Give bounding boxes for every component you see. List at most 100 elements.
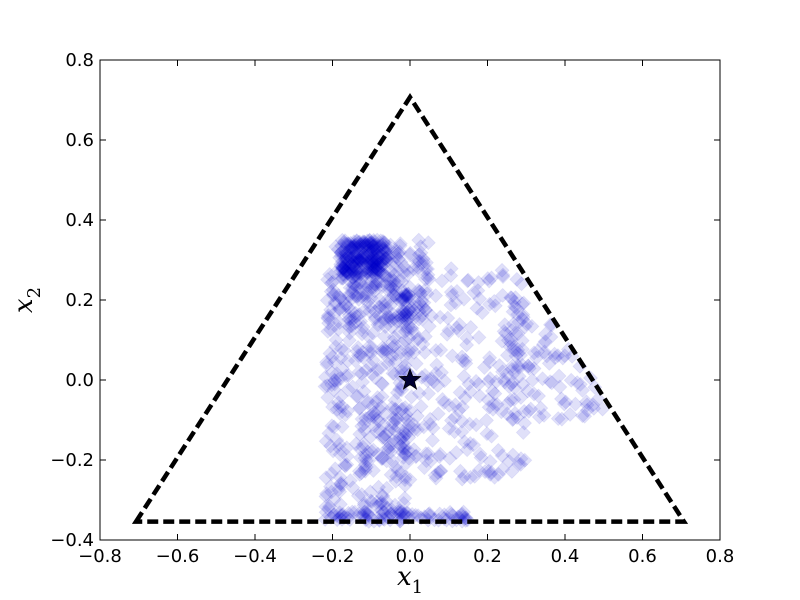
- scatter-point: [327, 265, 343, 281]
- scatter-point: [459, 330, 475, 346]
- scatter-point: [413, 398, 429, 415]
- scatter-point: [344, 256, 360, 272]
- scatter-point: [363, 234, 379, 251]
- scatter-point: [339, 265, 355, 281]
- scatter-point: [371, 264, 388, 280]
- scatter-point: [585, 397, 601, 413]
- scatter-point: [357, 250, 373, 266]
- scatter-point: [535, 371, 551, 387]
- scatter-point: [473, 450, 489, 466]
- scatter-point: [351, 237, 368, 253]
- x-tick-labels: −0.8 −0.6 −0.4 −0.2 0.0 0.2 0.4 0.6 0.8: [78, 546, 734, 567]
- scatter-point: [346, 243, 362, 259]
- scatter-point: [362, 232, 378, 248]
- scatter-point: [417, 282, 433, 298]
- scatter-point: [317, 378, 333, 395]
- scatter-point: [360, 328, 376, 344]
- y-axis-label-main: x: [9, 298, 39, 313]
- scatter-point: [388, 249, 405, 265]
- scatter-point: [388, 402, 404, 418]
- scatter-point: [389, 411, 406, 427]
- scatter-point: [401, 342, 417, 359]
- scatter-point: [402, 472, 418, 488]
- scatter-point: [394, 335, 410, 352]
- scatter-point: [392, 244, 408, 260]
- scatter-point: [351, 234, 367, 250]
- scatter-point: [394, 291, 410, 308]
- scatter-point: [417, 271, 434, 287]
- scatter-point: [370, 273, 386, 290]
- scatter-point: [353, 265, 369, 281]
- scatter-point: [349, 254, 365, 271]
- scatter-point: [393, 504, 409, 520]
- scatter-point: [481, 273, 497, 289]
- scatter-point: [337, 407, 354, 423]
- scatter-point: [361, 235, 377, 251]
- scatter-point: [330, 372, 346, 388]
- scatter-point: [377, 235, 393, 251]
- scatter-point: [347, 315, 363, 331]
- scatter-point: [341, 257, 357, 273]
- scatter-point: [395, 430, 411, 446]
- scatter-point: [357, 457, 373, 473]
- scatter-point: [353, 347, 369, 363]
- scatter-point: [404, 320, 420, 337]
- scatter-point: [374, 340, 391, 356]
- scatter-point: [421, 271, 437, 287]
- scatter-point: [401, 294, 417, 310]
- scatter-point: [394, 274, 410, 290]
- scatter-point: [353, 266, 369, 282]
- scatter-point: [334, 419, 350, 435]
- scatter-point: [398, 350, 414, 367]
- scatter-point: [433, 364, 450, 381]
- scatter-point: [509, 410, 525, 426]
- scatter-point: [344, 242, 360, 258]
- scatter-point: [360, 254, 377, 270]
- scatter-point: [332, 446, 348, 463]
- scatter-point: [359, 504, 375, 520]
- scatter-point: [368, 394, 384, 410]
- scatter-point: [411, 247, 427, 263]
- scatter-point: [353, 321, 370, 337]
- scatter-point: [494, 262, 510, 278]
- scatter-point: [369, 498, 385, 515]
- scatter-point: [366, 238, 382, 254]
- scatter-point: [368, 242, 384, 258]
- scatter-point: [344, 256, 360, 272]
- scatter-point: [318, 354, 335, 370]
- scatter-point: [366, 255, 382, 271]
- scatter-point: [368, 267, 384, 283]
- scatter-point: [491, 357, 508, 374]
- scatter-point: [367, 237, 384, 253]
- scatter-point: [359, 233, 375, 249]
- scatter-point: [418, 453, 434, 469]
- scatter-point: [355, 245, 372, 261]
- scatter-point: [381, 442, 397, 458]
- scatter-point: [374, 430, 390, 446]
- scatter-point: [375, 252, 391, 268]
- scatter-point: [343, 259, 359, 275]
- y-tick-label: 0.4: [65, 210, 94, 231]
- scatter-point: [399, 322, 415, 338]
- scatter-point: [389, 244, 405, 260]
- scatter-point: [442, 450, 458, 466]
- scatter-point: [414, 311, 430, 327]
- scatter-point: [363, 250, 380, 266]
- scatter-point: [329, 432, 345, 448]
- scatter-point: [352, 262, 368, 278]
- scatter-point: [586, 400, 602, 416]
- scatter-point: [327, 294, 343, 310]
- scatter-point: [386, 273, 402, 290]
- scatter-point: [364, 366, 380, 382]
- scatter-point: [468, 417, 484, 433]
- scatter-point: [355, 344, 371, 360]
- scatter-point: [497, 317, 513, 333]
- scatter-point: [351, 400, 367, 417]
- scatter-point: [409, 332, 425, 348]
- scatter-point: [333, 245, 349, 261]
- scatter-point: [397, 472, 413, 488]
- axis-ticks: [99, 59, 721, 541]
- scatter-point: [344, 284, 360, 300]
- scatter-point: [550, 411, 566, 427]
- scatter-point: [363, 279, 379, 295]
